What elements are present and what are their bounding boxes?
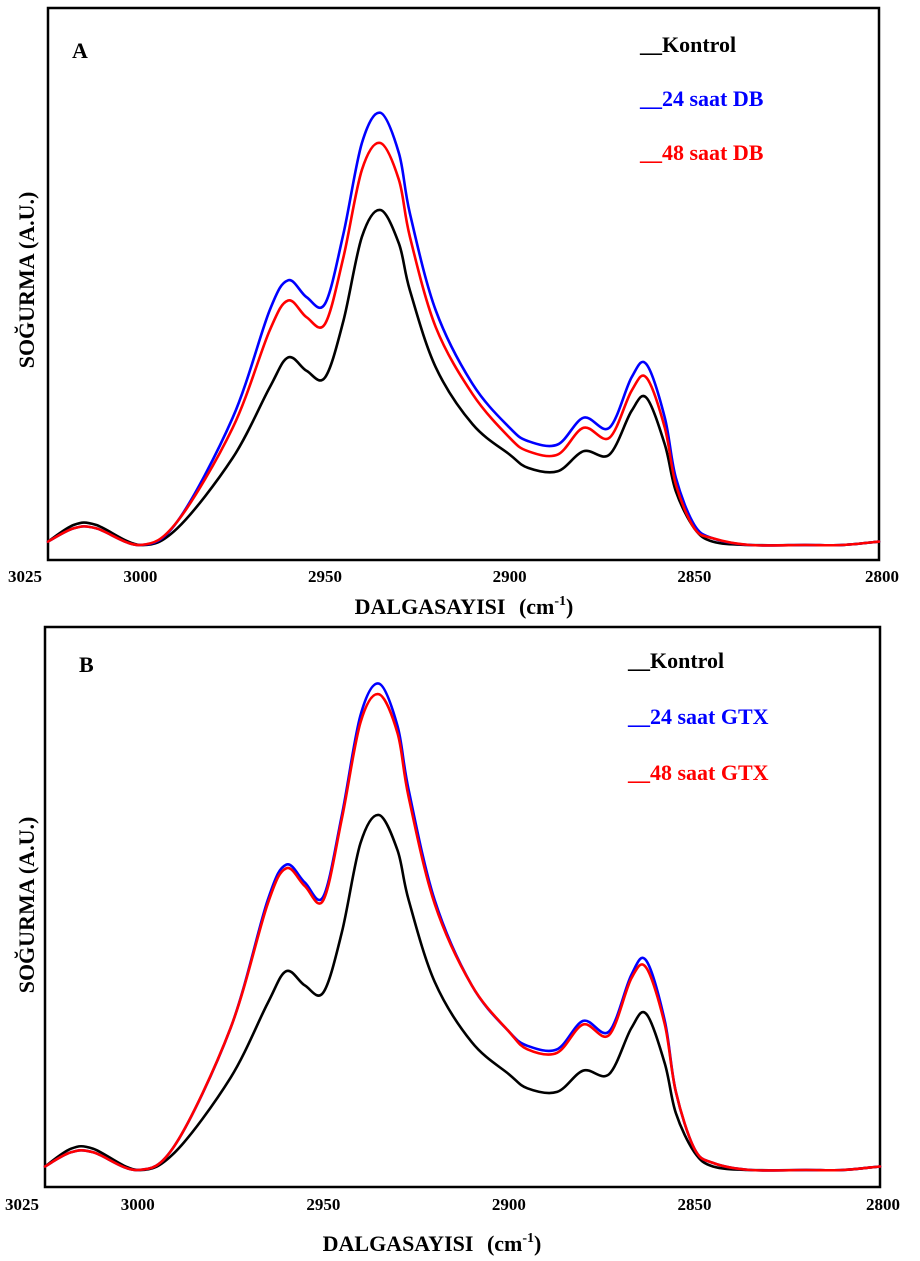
x-axis-label-text: DALGASAYISI [355,594,506,619]
series-group [46,111,881,547]
series-line-2 [43,692,882,1172]
series-group [43,682,882,1172]
x-tick-label: 2800 [865,567,899,586]
x-axis-label-unit-exp: -1 [554,594,566,609]
x-tick-label: 3000 [123,567,157,586]
legend-entry-1: __24 saat GTX [627,704,769,729]
series-line-1 [46,111,881,547]
x-tick-label: 2900 [493,567,527,586]
x-axis-label-unit: (cm [487,1231,522,1256]
legend: __Kontrol __24 saat DB __48 saat DB [639,32,764,165]
legend-entry-2: __48 saat GTX [627,760,769,785]
x-tick-label: 3000 [121,1195,155,1214]
x-axis-label-unit-close: ) [534,1231,541,1256]
x-tick-label: 3025 [8,567,42,586]
x-axis-label-unit-exp: -1 [522,1231,534,1246]
x-axis-label-unit-close: ) [566,594,573,619]
y-axis-label: SOĞURMA (A.U.) [14,817,39,994]
panel-label: A [72,38,88,63]
plot-frame [46,6,881,562]
legend: __Kontrol __24 saat GTX __48 saat GTX [627,648,769,785]
y-axis-label: SOĞURMA (A.U.) [14,192,39,369]
x-tick-label: 2950 [306,1195,340,1214]
x-axis-label-text: DALGASAYISI [323,1231,474,1256]
x-tick-label: 2900 [492,1195,526,1214]
x-tick-label: 3025 [5,1195,39,1214]
series-line-0 [43,813,882,1172]
legend-entry-0: __Kontrol [639,32,736,57]
series-line-2 [46,141,881,547]
x-tick-label: 2850 [677,567,711,586]
legend-entry-1: __24 saat DB [639,86,764,111]
x-axis-label: DALGASAYISI (cm-1) [355,594,574,619]
x-tick-labels: 3025 3000 2950 2900 2850 2800 [8,567,899,586]
panel-a: A __Kontrol __24 saat DB __48 saat DB 3025… [8,6,899,619]
x-tick-labels: 3025 3000 2950 2900 2850 2800 [5,1195,900,1214]
x-tick-label: 2850 [677,1195,711,1214]
legend-entry-0: __Kontrol [627,648,724,673]
x-axis-label-unit: (cm [519,594,554,619]
legend-entry-2: __48 saat DB [639,140,764,165]
x-axis-label: DALGASAYISI (cm-1) [323,1231,542,1256]
panel-b: B __Kontrol __24 saat GTX __48 saat GTX 30… [5,625,900,1256]
panel-label: B [79,652,94,677]
plot-frame [43,625,882,1189]
series-line-1 [43,682,882,1172]
x-tick-label: 2800 [866,1195,900,1214]
x-tick-label: 2950 [308,567,342,586]
